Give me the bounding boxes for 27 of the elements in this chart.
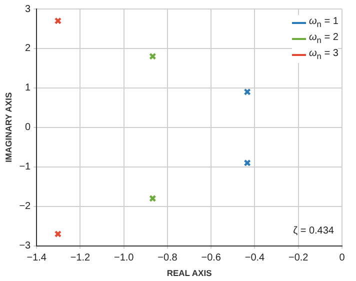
x-tick-label: −0.4 <box>244 252 266 264</box>
point <box>244 88 251 96</box>
y-tick-label: −1 <box>19 162 32 173</box>
x-tick-label: 0 <box>339 252 346 264</box>
legend-label: ω$_{n}$ = 1 <box>309 15 338 31</box>
y-tick-label: 1 <box>25 82 32 94</box>
x-tick-label: −1.2 <box>70 252 91 264</box>
y-tick-label: −2 <box>19 201 32 212</box>
point <box>149 194 156 202</box>
point <box>54 17 62 24</box>
x-tick-label: −0.6 <box>201 252 222 264</box>
point <box>149 52 156 60</box>
point <box>244 159 251 166</box>
x-axis-title: REAL AXIS <box>166 268 212 278</box>
legend-label: ω$_{n}$ = 2 <box>309 31 338 47</box>
x-tick-label: −0.8 <box>158 252 178 264</box>
x-tick-label: −1.4 <box>26 252 47 264</box>
x-tick-label: −1.0 <box>114 252 134 264</box>
x-tick-label: −0.2 <box>288 252 309 264</box>
legend-label: ω$_{n}$ = 3 <box>309 47 338 63</box>
point <box>54 230 62 238</box>
y-tick-label: 3 <box>25 4 32 15</box>
y-tick-label: 0 <box>25 122 32 134</box>
y-axis-title: IMAGINARY AXIS <box>3 92 14 162</box>
annotation: ζ = 0.434 <box>293 226 334 237</box>
y-tick-label: 2 <box>25 43 32 54</box>
y-tick-label: −3 <box>19 240 32 252</box>
